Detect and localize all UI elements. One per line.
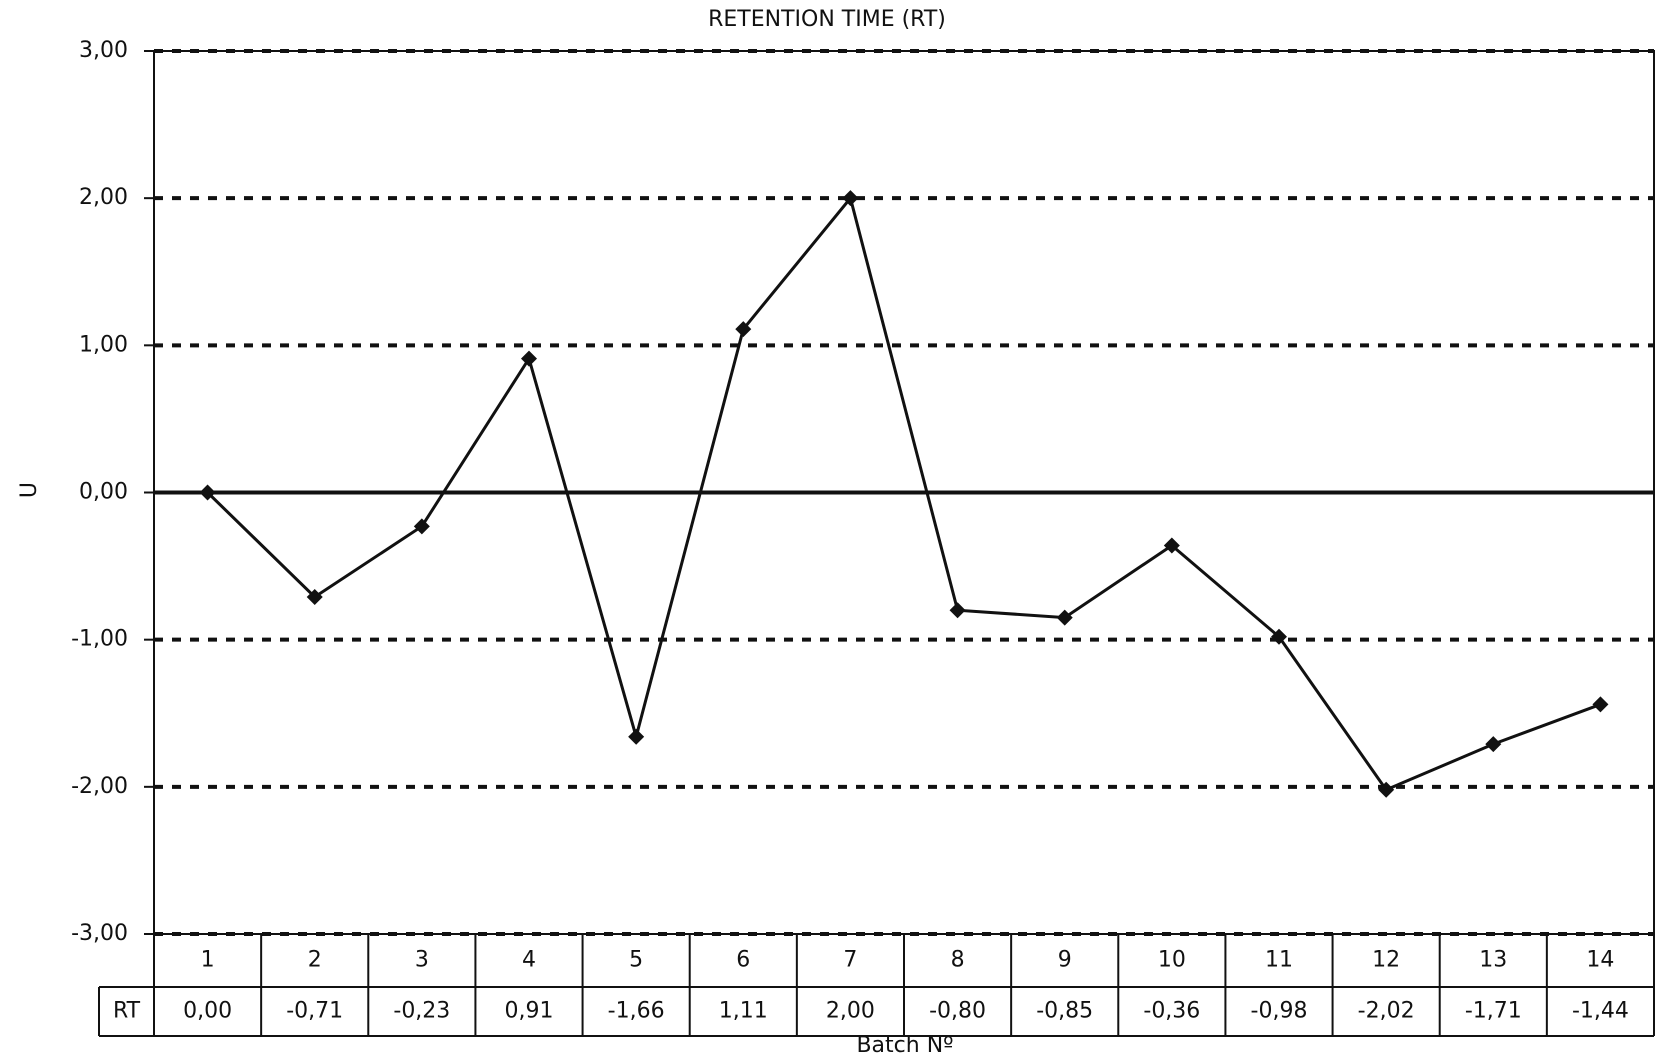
x-tick-label: 2 bbox=[308, 948, 322, 973]
y-axis-label: U bbox=[17, 482, 42, 498]
data-label: -1,44 bbox=[1572, 999, 1629, 1024]
x-tick-label: 11 bbox=[1265, 948, 1293, 973]
series-line bbox=[206, 194, 1601, 792]
data-label: -0,80 bbox=[929, 999, 986, 1024]
x-tick-label: 12 bbox=[1372, 948, 1400, 973]
y-tick-label: 1,00 bbox=[79, 332, 128, 357]
marker bbox=[1378, 781, 1395, 798]
y-tick-label: 3,00 bbox=[79, 38, 128, 63]
y-tick-label: 0,00 bbox=[79, 480, 128, 505]
y-tick-label: -3,00 bbox=[71, 921, 128, 946]
x-axis-label: Batch Nº bbox=[856, 1033, 953, 1055]
x-tick-label: 3 bbox=[415, 948, 429, 973]
x-tick-label: 13 bbox=[1479, 948, 1507, 973]
x-tick-label: 7 bbox=[843, 948, 857, 973]
marker bbox=[306, 588, 323, 605]
data-label: -0,23 bbox=[393, 999, 450, 1024]
marker bbox=[735, 321, 752, 338]
x-tick-label: 8 bbox=[951, 948, 965, 973]
data-label: -1,71 bbox=[1465, 999, 1522, 1024]
data-label: -0,98 bbox=[1251, 999, 1308, 1024]
marker bbox=[1163, 537, 1180, 554]
legend-label: RT bbox=[113, 999, 141, 1024]
marker bbox=[628, 728, 645, 745]
x-tick-label: 4 bbox=[522, 948, 536, 973]
x-tick-label: 14 bbox=[1586, 948, 1614, 973]
data-label: -0,71 bbox=[286, 999, 343, 1024]
data-label: -2,02 bbox=[1358, 999, 1415, 1024]
marker bbox=[842, 190, 859, 207]
x-tick-label: 6 bbox=[736, 948, 750, 973]
marker bbox=[949, 602, 966, 619]
data-label: -0,85 bbox=[1036, 999, 1093, 1024]
marker bbox=[1056, 609, 1073, 626]
data-label: 2,00 bbox=[826, 999, 875, 1024]
y-tick-label: 2,00 bbox=[79, 185, 128, 210]
marker bbox=[1485, 736, 1502, 753]
marker bbox=[1592, 696, 1609, 713]
data-label: 1,11 bbox=[719, 999, 768, 1024]
data-label: -0,36 bbox=[1143, 999, 1200, 1024]
chart-title: RETENTION TIME (RT) bbox=[708, 7, 946, 32]
x-tick-label: 5 bbox=[629, 948, 643, 973]
x-tick-label: 10 bbox=[1158, 948, 1186, 973]
marker bbox=[521, 350, 537, 367]
y-tick-label: -1,00 bbox=[71, 627, 128, 652]
x-tick-label: 1 bbox=[201, 948, 215, 973]
data-label: 0,00 bbox=[183, 999, 232, 1024]
data-label: 0,91 bbox=[505, 999, 554, 1024]
marker bbox=[199, 484, 216, 501]
data-label: -1,66 bbox=[608, 999, 665, 1024]
marker bbox=[1271, 628, 1287, 645]
y-tick-label: -2,00 bbox=[71, 774, 128, 799]
x-tick-label: 9 bbox=[1058, 948, 1072, 973]
marker bbox=[413, 518, 430, 535]
